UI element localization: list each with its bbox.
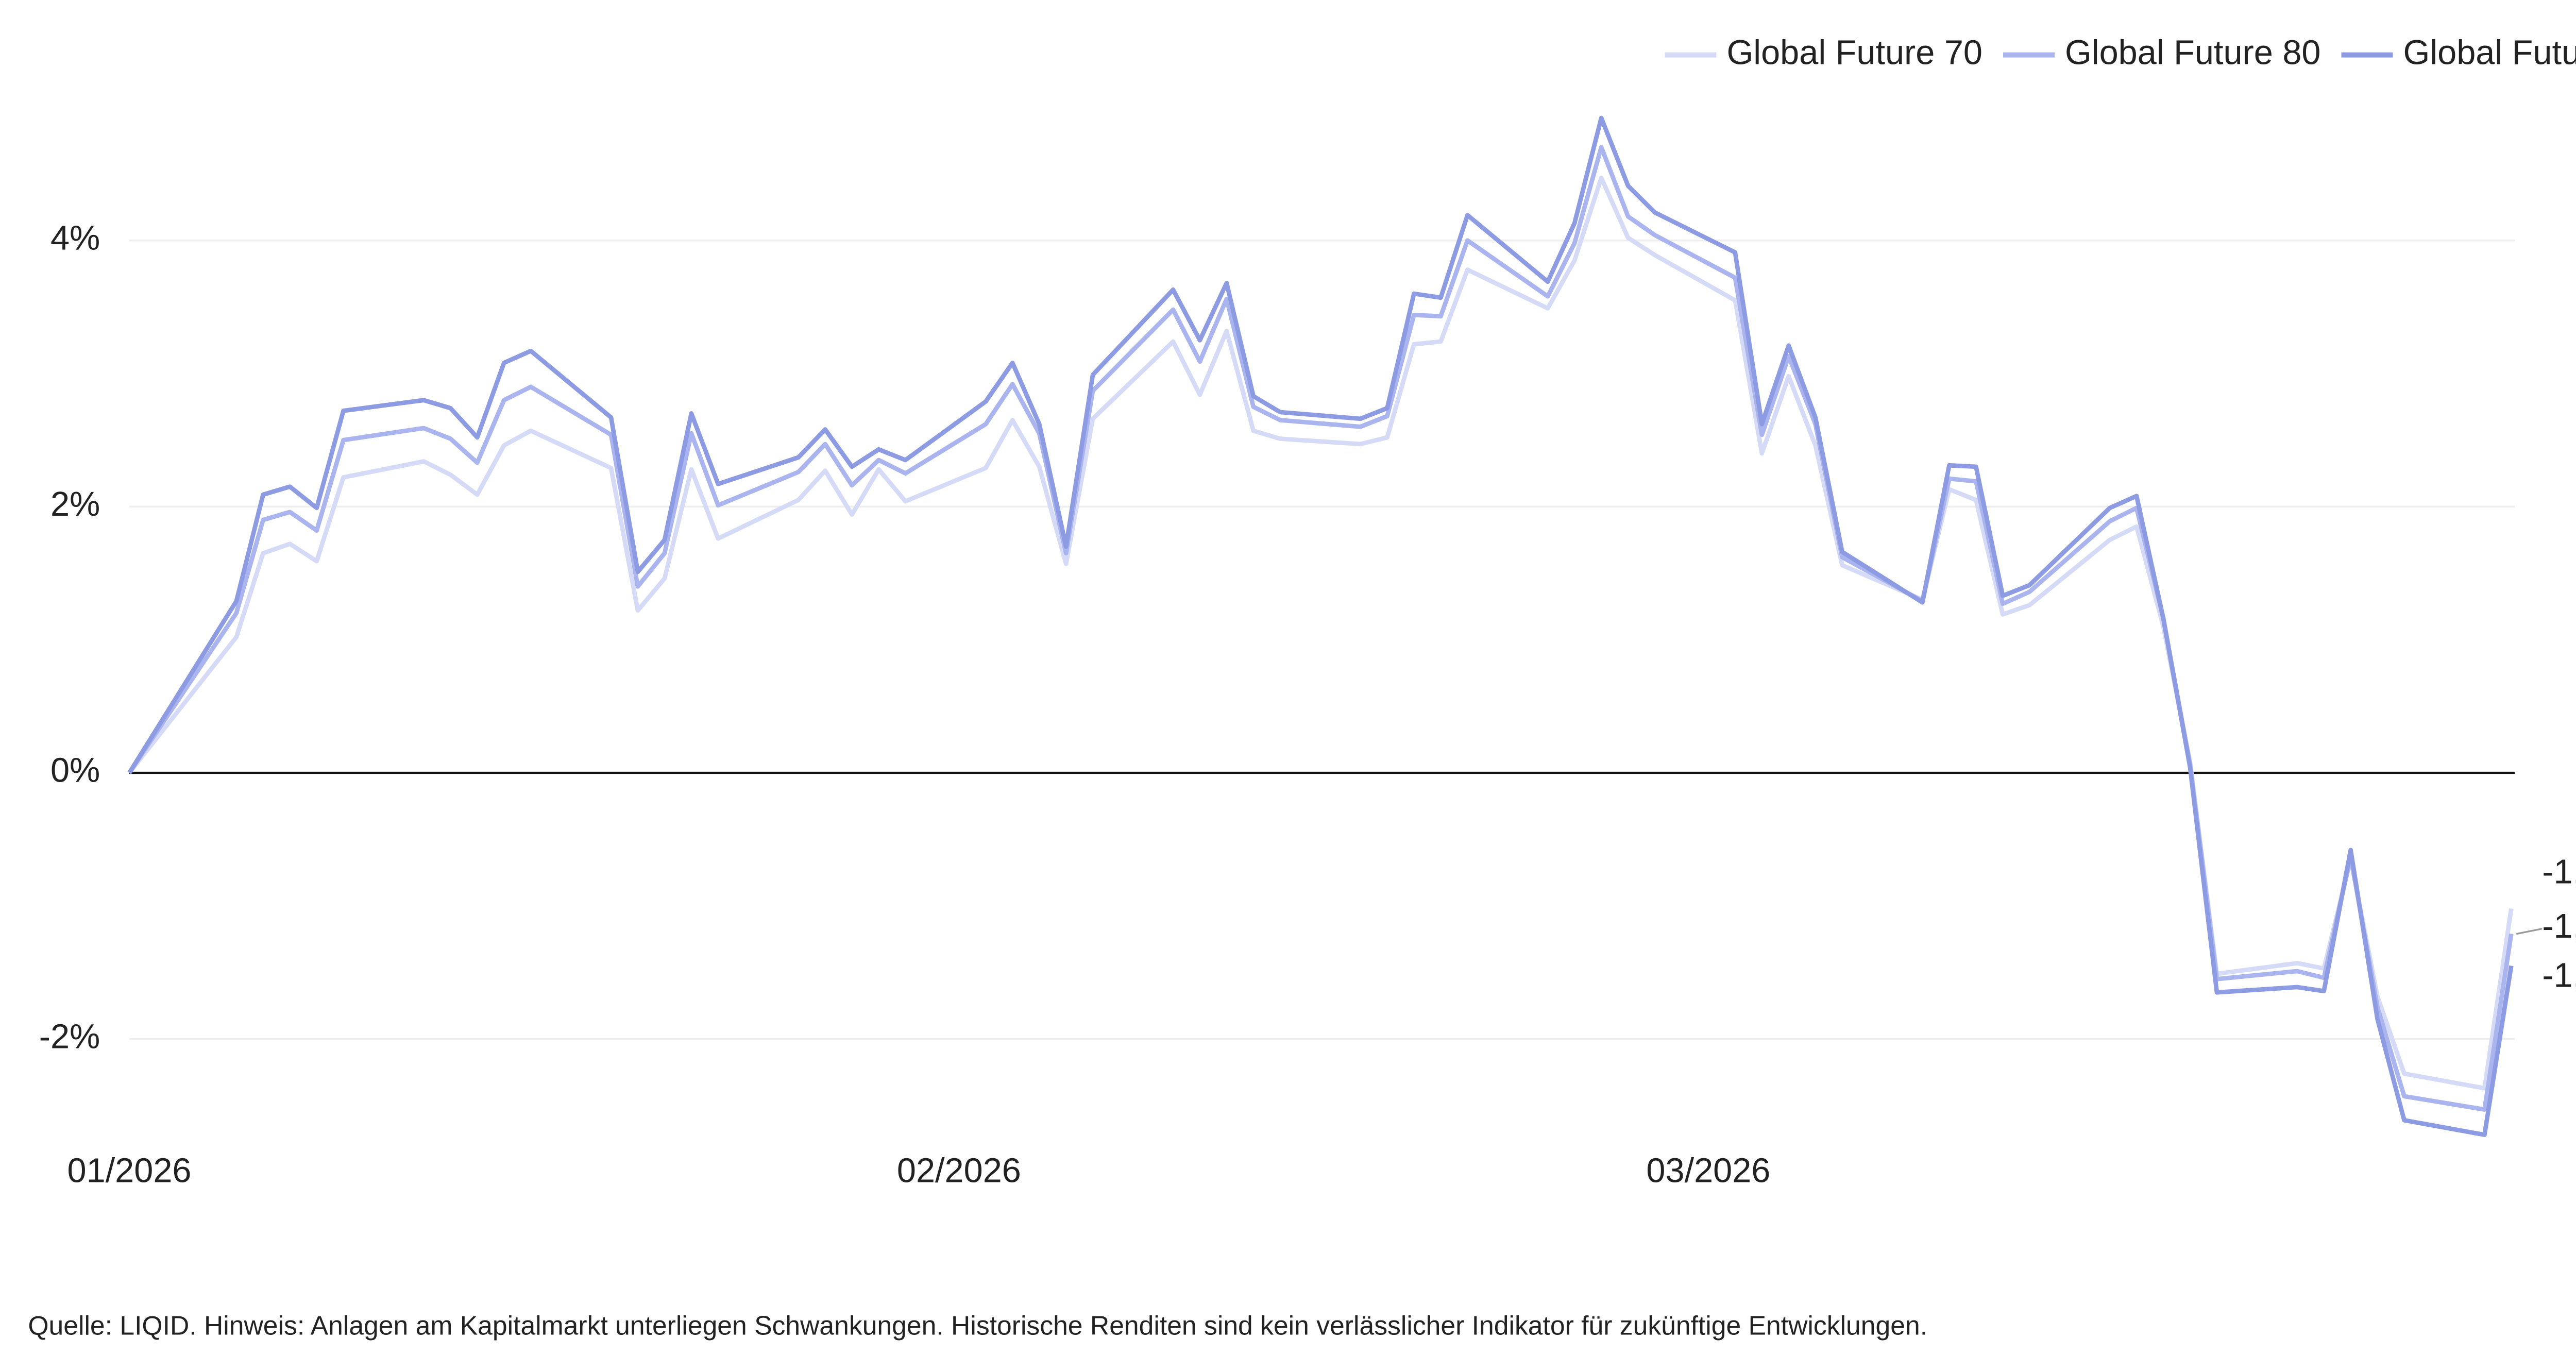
series-line (127, 115, 2514, 1137)
x-tick-label: 03/2026 (1646, 1151, 1770, 1190)
legend-label: Global Future 90 (2403, 33, 2576, 72)
value-label: -1,02% (2542, 853, 2576, 891)
x-tick-label: 02/2026 (897, 1151, 1021, 1190)
source-note: Quelle: LIQID. Hinweis: Anlagen am Kapit… (28, 1310, 1927, 1340)
series-line (127, 175, 2514, 1091)
y-tick-label: 0% (50, 752, 100, 790)
x-tick-label: 01/2026 (67, 1151, 192, 1190)
leader-line (2516, 927, 2543, 935)
value-label: -1,45% (2542, 957, 2576, 995)
series-line (127, 145, 2514, 1112)
y-tick-label: 2% (50, 485, 100, 523)
value-label: -1,21% (2542, 907, 2576, 945)
legend-label: Global Future 80 (2065, 33, 2321, 72)
y-tick-label: -2% (39, 1018, 100, 1056)
y-tick-label: 4% (50, 219, 100, 257)
legend-label: Global Future 70 (1726, 33, 1982, 72)
